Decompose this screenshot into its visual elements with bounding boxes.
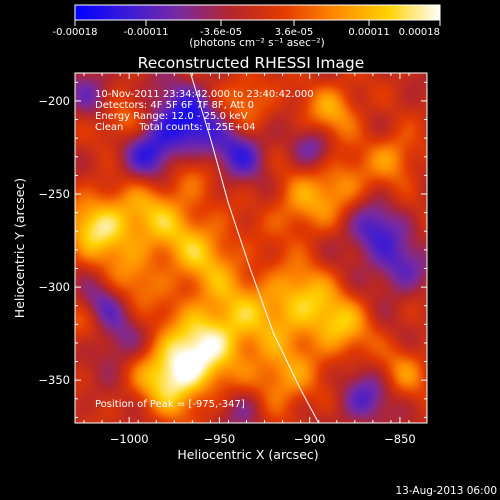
colorbar-tick-label: -0.00018 (53, 27, 98, 38)
x-axis-label: Heliocentric X (arcsec) (177, 447, 318, 462)
x-tick-label: −950 (204, 432, 236, 446)
y-tick-label: −350 (38, 373, 70, 387)
info-detectors: Detectors: 4F 5F 6F 7F 8F, Att 0 (95, 100, 254, 111)
y-tick-label: −250 (38, 187, 70, 201)
x-axis: −1000 −950 −900 −850 (83, 73, 416, 446)
y-axis: −200 −250 −300 −350 (38, 81, 427, 418)
colorbar-ticks: -0.00018 -0.00011 -3.6e-05 3.6e-05 0.00011 0.… (53, 20, 441, 38)
colorbar-tick-label: 0.00018 (399, 27, 440, 38)
colorbar-tick-label: 3.6e-05 (275, 27, 313, 38)
solar-limb-line (190, 73, 320, 423)
x-tick-label: −1000 (110, 432, 149, 446)
info-energy-range: Energy Range: 12.0 - 25.0 keV (95, 111, 248, 122)
y-tick-label: −300 (38, 280, 70, 294)
colorbar-tick-label: 0.00011 (348, 27, 389, 38)
heatmap-raster (75, 73, 427, 423)
y-axis-label: Heliocentric Y (arcsec) (12, 178, 27, 318)
heatmap-image (75, 73, 427, 423)
colorbar (74, 4, 441, 21)
y-tick-label: −200 (38, 94, 70, 108)
plot-frame (74, 72, 428, 424)
info-time-range: 10-Nov-2011 23:34:42.000 to 23:40:42.000 (95, 89, 314, 100)
info-block: 10-Nov-2011 23:34:42.000 to 23:40:42.000… (95, 89, 314, 133)
x-tick-label: −850 (384, 432, 416, 446)
colorbar-unit-label: (photons cm⁻² s⁻¹ asec⁻²) (189, 37, 324, 49)
info-clean-counts: Clean Total counts: 1.25E+04 (95, 122, 255, 133)
x-tick-label: −900 (294, 432, 326, 446)
footer-date: 13-Aug-2013 06:00 (395, 485, 497, 497)
colorbar-tick-label: -0.00011 (123, 27, 168, 38)
chart-title: Reconstructed RHESSI Image (138, 54, 365, 72)
colorbar-tick-label: -3.6e-05 (200, 27, 242, 38)
peak-position-label: Position of Peak = [-975,-347] (95, 399, 245, 410)
